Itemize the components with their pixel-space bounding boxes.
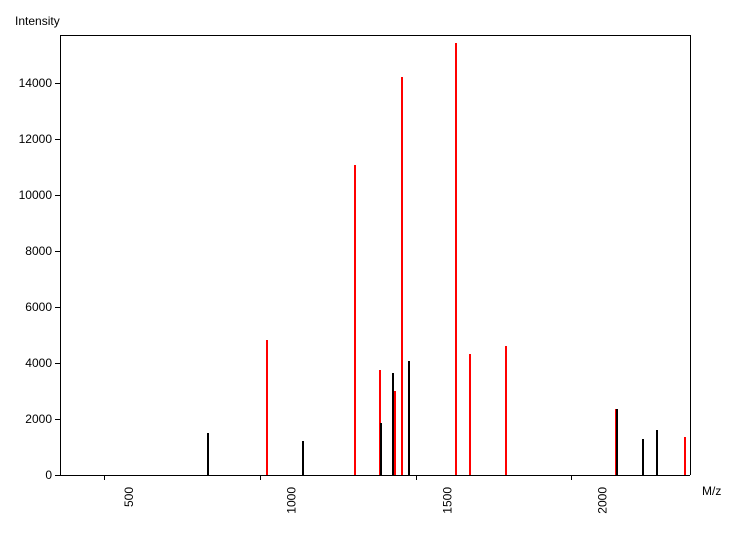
top-frame-line [60, 35, 690, 36]
y-tick-label: 4000 [2, 356, 52, 370]
y-tick-label: 2000 [2, 412, 52, 426]
x-tick-label: 2000 [596, 487, 610, 514]
y-tick-label: 8000 [2, 244, 52, 258]
peak-series-black [616, 409, 618, 475]
peak-series-black [656, 430, 658, 475]
peak-series-red [684, 437, 686, 475]
y-tick-label: 10000 [2, 188, 52, 202]
peak-series-black [302, 441, 304, 475]
peak-series-red [394, 391, 396, 475]
y-axis-line [60, 35, 61, 475]
y-tick [55, 419, 60, 420]
y-tick [55, 251, 60, 252]
y-tick [55, 139, 60, 140]
peak-series-red [354, 165, 356, 475]
x-tick-label: 1500 [440, 487, 454, 514]
peak-series-black [642, 439, 644, 475]
peak-series-red [401, 77, 403, 475]
x-tick-label: 500 [122, 487, 136, 507]
peak-series-black [207, 433, 209, 475]
y-tick-label: 6000 [2, 300, 52, 314]
y-axis-label: Intensity [15, 14, 60, 28]
peak-series-black [408, 361, 410, 475]
y-tick [55, 363, 60, 364]
x-tick-label: 1000 [284, 487, 298, 514]
y-tick [55, 83, 60, 84]
x-axis-line [60, 475, 690, 476]
right-frame-line [690, 35, 691, 475]
x-axis-label: M/z [702, 484, 721, 498]
peak-series-red [455, 43, 457, 475]
peak-series-black [392, 373, 394, 475]
peak-series-black [380, 423, 382, 475]
y-tick [55, 475, 60, 476]
y-tick [55, 307, 60, 308]
x-tick [104, 475, 105, 480]
peak-series-red [266, 340, 268, 475]
y-tick-label: 14000 [2, 76, 52, 90]
peak-series-red [505, 346, 507, 475]
x-tick [260, 475, 261, 480]
x-tick [571, 475, 572, 480]
y-tick-label: 0 [2, 468, 52, 482]
peak-series-red [469, 354, 471, 475]
mass-spectrum-chart: Intensity M/z 0 2000 4000 6000 8000 10000 1200… [0, 0, 750, 540]
y-tick [55, 195, 60, 196]
x-tick [416, 475, 417, 480]
y-tick-label: 12000 [2, 132, 52, 146]
